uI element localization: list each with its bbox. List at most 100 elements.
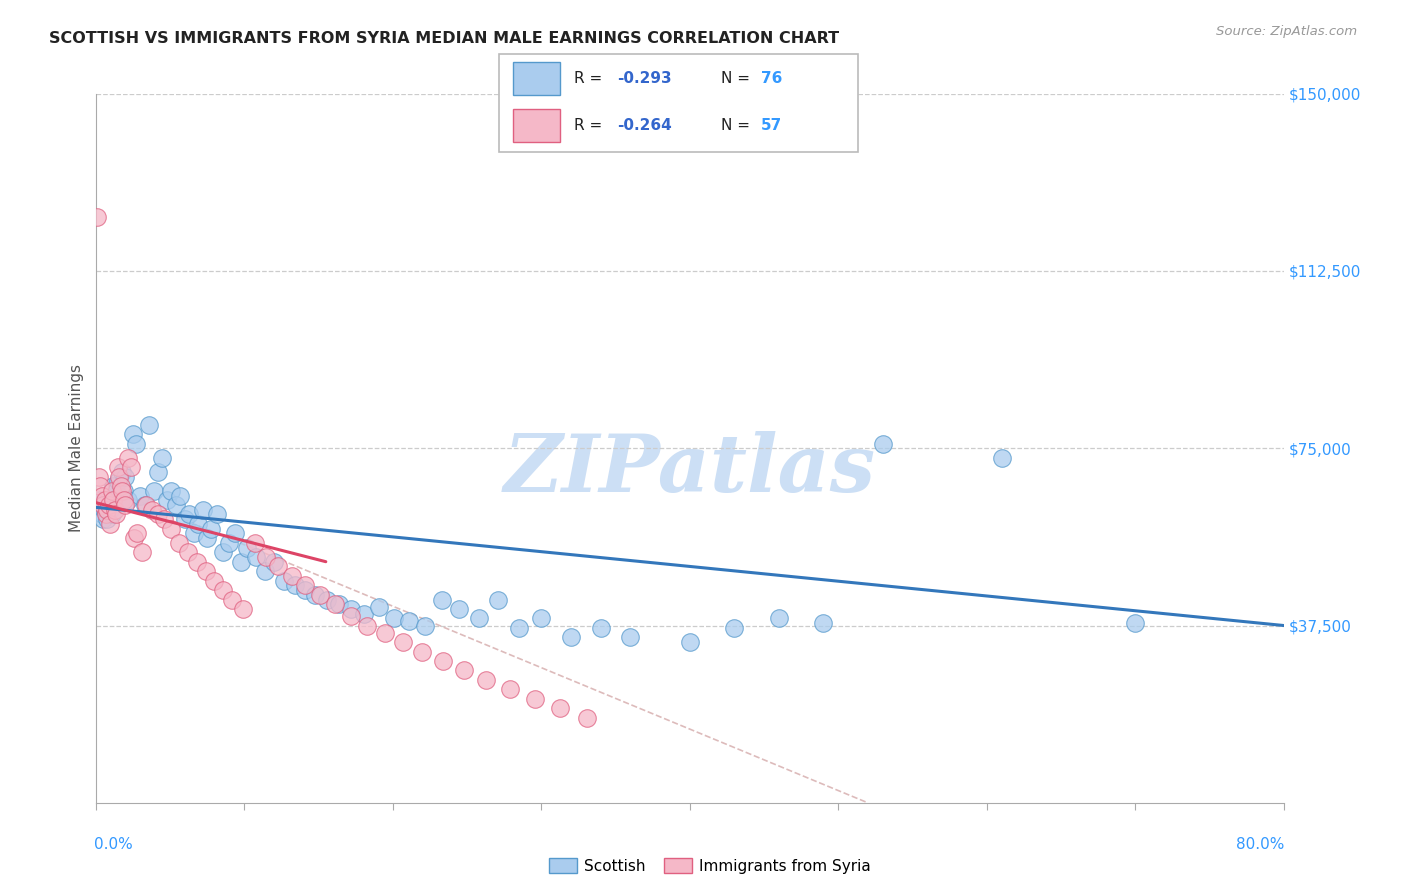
Point (499, 682, 522, 697)
Point (86, 210, 108, 224)
Point (392, 635, 415, 649)
Point (194, 564, 217, 578)
Point (94, 508, 117, 522)
Point (125, 436, 148, 450)
Point (153, 512, 176, 526)
Point (212, 545, 235, 559)
Point (508, 621, 530, 635)
Point (524, 691, 547, 706)
Point (100, 502, 122, 516)
Point (254, 549, 277, 564)
Point (872, 436, 894, 450)
Text: 76: 76 (761, 71, 782, 86)
FancyBboxPatch shape (499, 54, 858, 152)
Point (160, 483, 183, 498)
Bar (513, 62, 560, 95)
Point (173, 512, 195, 526)
Point (103, 493, 125, 508)
Point (111, 465, 134, 479)
Text: N =: N = (721, 118, 755, 133)
Point (195, 531, 218, 545)
Point (294, 583, 316, 598)
Point (127, 526, 149, 541)
Text: 57: 57 (761, 118, 782, 133)
Bar (513, 110, 560, 142)
Point (122, 531, 145, 545)
Point (224, 526, 246, 541)
Point (96, 512, 118, 526)
Point (87, 469, 110, 483)
Point (308, 588, 330, 602)
Point (176, 545, 198, 559)
Point (169, 489, 191, 503)
Point (323, 597, 346, 611)
Point (328, 597, 350, 611)
Point (768, 611, 790, 625)
Point (316, 592, 339, 607)
Point (453, 664, 475, 678)
Point (411, 644, 433, 658)
Point (253, 564, 276, 578)
Point (486, 592, 509, 607)
Point (340, 609, 363, 624)
Point (589, 621, 612, 635)
Text: R =: R = (575, 118, 607, 133)
Point (398, 614, 420, 628)
Point (340, 602, 363, 616)
Point (107, 475, 129, 489)
Point (100, 516, 122, 531)
Text: SCOTTISH VS IMMIGRANTS FROM SYRIA MEDIAN MALE EARNINGS CORRELATION CHART: SCOTTISH VS IMMIGRANTS FROM SYRIA MEDIAN… (49, 31, 839, 46)
Text: Source: ZipAtlas.com: Source: ZipAtlas.com (1216, 25, 1357, 38)
Point (1123, 616, 1146, 631)
Point (430, 592, 453, 607)
Point (117, 493, 139, 508)
Point (91, 498, 114, 512)
Point (374, 625, 396, 640)
Text: N =: N = (721, 71, 755, 86)
Point (468, 611, 491, 625)
Point (87, 498, 110, 512)
Point (93, 502, 115, 516)
Point (112, 493, 135, 508)
Point (294, 578, 316, 592)
Point (221, 592, 243, 607)
Text: 80.0%: 80.0% (1236, 837, 1285, 852)
Point (191, 502, 214, 516)
Point (152, 450, 174, 465)
Point (114, 469, 136, 483)
Text: -0.264: -0.264 (617, 118, 672, 133)
Point (160, 522, 183, 536)
Point (475, 673, 498, 687)
Point (120, 460, 142, 475)
Text: R =: R = (575, 71, 607, 86)
Point (105, 508, 128, 522)
Point (108, 469, 131, 483)
Point (121, 427, 143, 442)
Point (236, 541, 259, 555)
Legend: Scottish, Immigrants from Syria: Scottish, Immigrants from Syria (543, 852, 877, 880)
Point (167, 535, 190, 549)
Point (723, 621, 745, 635)
Point (98, 495, 121, 509)
Point (91, 512, 114, 526)
Point (267, 559, 290, 574)
Point (530, 611, 553, 625)
Point (619, 630, 641, 644)
Point (110, 479, 132, 493)
Point (813, 616, 835, 631)
Point (550, 701, 572, 715)
Point (183, 526, 205, 541)
Point (156, 493, 179, 508)
Point (89, 479, 111, 493)
Point (146, 508, 169, 522)
Point (96, 502, 118, 516)
Point (107, 460, 129, 475)
Point (131, 545, 153, 559)
Point (101, 508, 124, 522)
Point (129, 489, 152, 503)
Point (280, 569, 302, 583)
Text: ZIPatlas: ZIPatlas (503, 431, 876, 508)
Point (231, 555, 253, 569)
Point (187, 516, 209, 531)
Point (112, 483, 135, 498)
